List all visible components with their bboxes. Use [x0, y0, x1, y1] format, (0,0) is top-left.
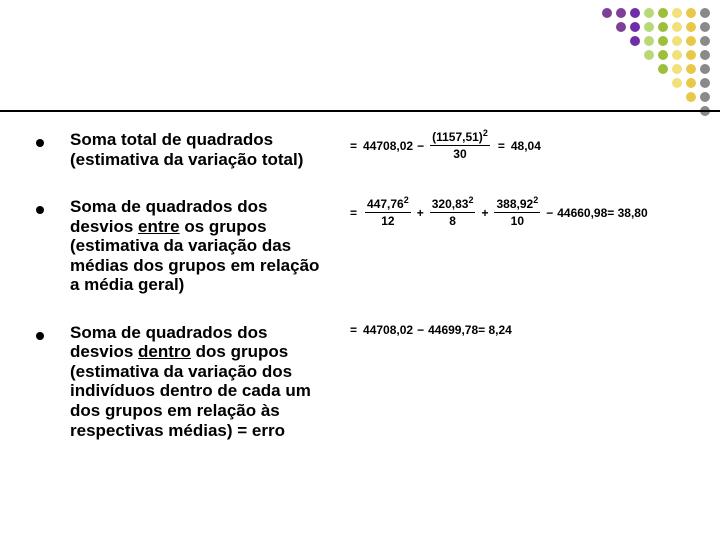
decor-dot	[700, 22, 710, 32]
bullet-list: Soma total de quadrados (estimativa da v…	[36, 130, 686, 468]
decor-dot	[700, 78, 710, 88]
item-text: Soma de quadrados dos desvios entre os g…	[70, 197, 330, 295]
decor-dot	[644, 36, 654, 46]
decor-dot	[630, 8, 640, 18]
horizontal-rule	[0, 110, 720, 112]
decor-dot	[616, 8, 626, 18]
decor-dot	[686, 22, 696, 32]
decor-dot	[686, 92, 696, 102]
decor-dot	[644, 22, 654, 32]
decor-dot	[630, 22, 640, 32]
decor-dot	[686, 8, 696, 18]
decor-dot	[658, 64, 668, 74]
item-text: Soma total de quadrados (estimativa da v…	[70, 130, 330, 169]
decor-dot	[672, 78, 682, 88]
decor-dot	[644, 50, 654, 60]
decor-dot	[630, 36, 640, 46]
item-text: Soma de quadrados dos desvios dentro dos…	[70, 323, 330, 440]
decor-dot	[686, 50, 696, 60]
decor-dot	[700, 8, 710, 18]
decor-dot	[686, 64, 696, 74]
item-formula: =44708,02−(1157,51)230=48,04	[344, 130, 686, 161]
decor-dot	[658, 36, 668, 46]
decor-dot	[658, 22, 668, 32]
bullet-dot	[36, 139, 44, 147]
bullet-item: Soma de quadrados dos desvios dentro dos…	[36, 323, 686, 440]
decor-dot	[658, 8, 668, 18]
item-formula: =44708,02−44699,78 = 8,24	[344, 323, 686, 337]
bullet-item: Soma de quadrados dos desvios entre os g…	[36, 197, 686, 295]
decor-dot	[672, 8, 682, 18]
decor-dot	[700, 50, 710, 60]
decor-dot	[686, 78, 696, 88]
decor-dot	[658, 50, 668, 60]
decor-dot	[616, 22, 626, 32]
decor-dot	[672, 64, 682, 74]
item-formula: =447,76212+320,8328+388,92210−44660,98 =…	[344, 197, 686, 228]
decor-dot	[672, 36, 682, 46]
corner-dot-grid	[602, 8, 712, 118]
decor-dot	[602, 8, 612, 18]
decor-dot	[700, 92, 710, 102]
bullet-dot	[36, 332, 44, 340]
decor-dot	[672, 22, 682, 32]
decor-dot	[686, 36, 696, 46]
bullet-item: Soma total de quadrados (estimativa da v…	[36, 130, 686, 169]
decor-dot	[672, 50, 682, 60]
bullet-dot	[36, 206, 44, 214]
decor-dot	[644, 8, 654, 18]
decor-dot	[700, 36, 710, 46]
decor-dot	[700, 64, 710, 74]
